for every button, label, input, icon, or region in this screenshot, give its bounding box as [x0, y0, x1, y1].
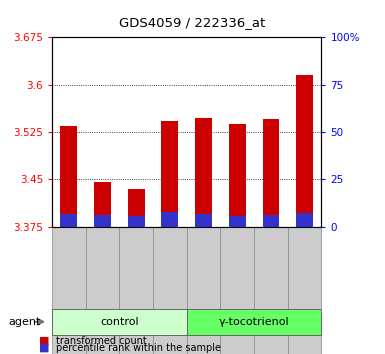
Text: agent: agent: [8, 317, 41, 327]
Bar: [94, 215, 111, 227]
Bar: [296, 75, 313, 227]
Text: γ-tocotrienol: γ-tocotrienol: [219, 317, 290, 327]
Text: ■: ■: [38, 336, 49, 346]
FancyBboxPatch shape: [153, 227, 187, 354]
FancyBboxPatch shape: [187, 227, 220, 354]
FancyBboxPatch shape: [52, 227, 85, 354]
Bar: [229, 216, 246, 227]
Bar: [128, 189, 145, 227]
Bar: [229, 124, 246, 227]
Bar: [128, 216, 145, 227]
Bar: [161, 212, 178, 227]
FancyBboxPatch shape: [254, 227, 288, 354]
FancyBboxPatch shape: [288, 227, 321, 354]
Bar: [195, 214, 212, 227]
Bar: [94, 182, 111, 227]
FancyBboxPatch shape: [220, 227, 254, 354]
Text: percentile rank within the sample: percentile rank within the sample: [56, 343, 221, 353]
Bar: [263, 119, 280, 227]
Text: GDS4059 / 222336_at: GDS4059 / 222336_at: [119, 16, 266, 29]
FancyBboxPatch shape: [85, 227, 119, 354]
Text: ■: ■: [38, 343, 49, 353]
Bar: [296, 213, 313, 227]
Bar: [60, 214, 77, 227]
Bar: [195, 118, 212, 227]
FancyBboxPatch shape: [119, 227, 153, 354]
Text: control: control: [100, 317, 139, 327]
Text: transformed count: transformed count: [56, 336, 147, 346]
Bar: [60, 126, 77, 227]
Bar: [161, 120, 178, 227]
Bar: [263, 215, 280, 227]
